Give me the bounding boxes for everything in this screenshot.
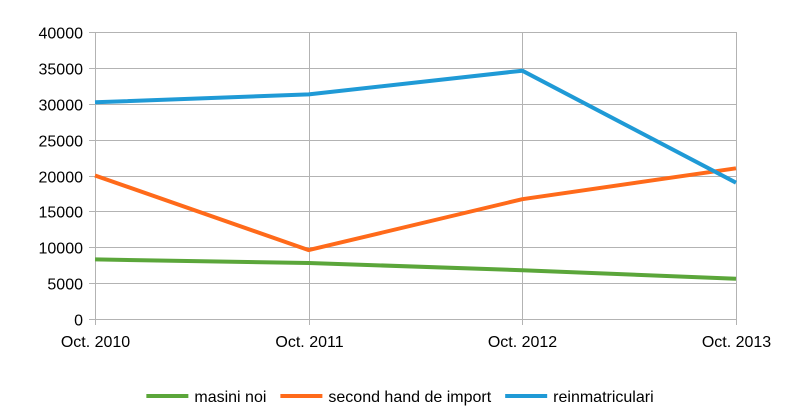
grid-lines xyxy=(89,32,737,325)
x-tick-label: Oct. 2011 xyxy=(275,334,343,351)
legend: masini noi second hand de import reinmatri… xyxy=(146,389,654,406)
y-tick-label: 15000 xyxy=(39,205,84,222)
series-lines xyxy=(94,68,737,281)
legend-item: masini noi xyxy=(146,389,266,406)
y-tick-label: 35000 xyxy=(39,62,84,79)
y-tick-label: 20000 xyxy=(39,170,84,187)
series-line-masini-noi xyxy=(94,257,737,281)
y-tick-label: 10000 xyxy=(39,241,84,258)
legend-item: reinmatriculari xyxy=(505,389,654,406)
y-tick-label: 0 xyxy=(74,313,83,330)
legend-label: reinmatriculari xyxy=(553,389,653,406)
y-axis-tick-labels: 0 5000 10000 15000 20000 25000 30000 35000 40000 xyxy=(39,26,84,330)
x-tick-label: Oct. 2012 xyxy=(488,334,557,351)
series-line-second-hand-de-import xyxy=(94,166,737,253)
x-axis-tick-labels: Oct. 2010 Oct. 2011 Oct. 2012 Oct. 2013 xyxy=(61,334,771,351)
x-tick-label: Oct. 2010 xyxy=(61,334,130,351)
y-tick-label: 5000 xyxy=(47,277,83,294)
legend-label: second hand de import xyxy=(328,389,491,406)
y-tick-label: 30000 xyxy=(39,98,84,115)
y-tick-label: 40000 xyxy=(39,26,84,43)
legend-label: masini noi xyxy=(194,389,266,406)
y-tick-label: 25000 xyxy=(39,134,84,151)
x-tick-label: Oct. 2013 xyxy=(702,334,771,351)
legend-item: second hand de import xyxy=(280,389,492,406)
series-line-reinmatriculari xyxy=(94,68,737,185)
